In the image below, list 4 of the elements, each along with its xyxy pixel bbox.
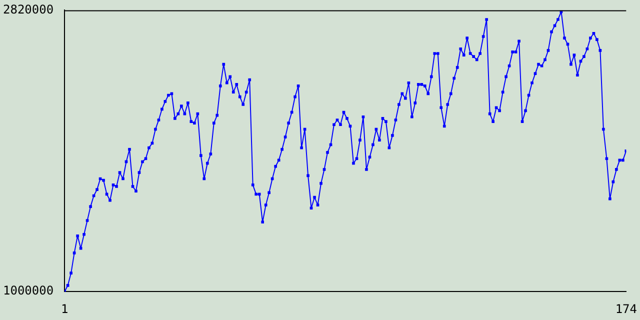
- x-tick-label: 174: [615, 302, 638, 316]
- x-tick-label: 1: [60, 302, 68, 316]
- y-tick-label: 1000000: [2, 284, 54, 298]
- y-tick-label: 2820000: [2, 2, 54, 16]
